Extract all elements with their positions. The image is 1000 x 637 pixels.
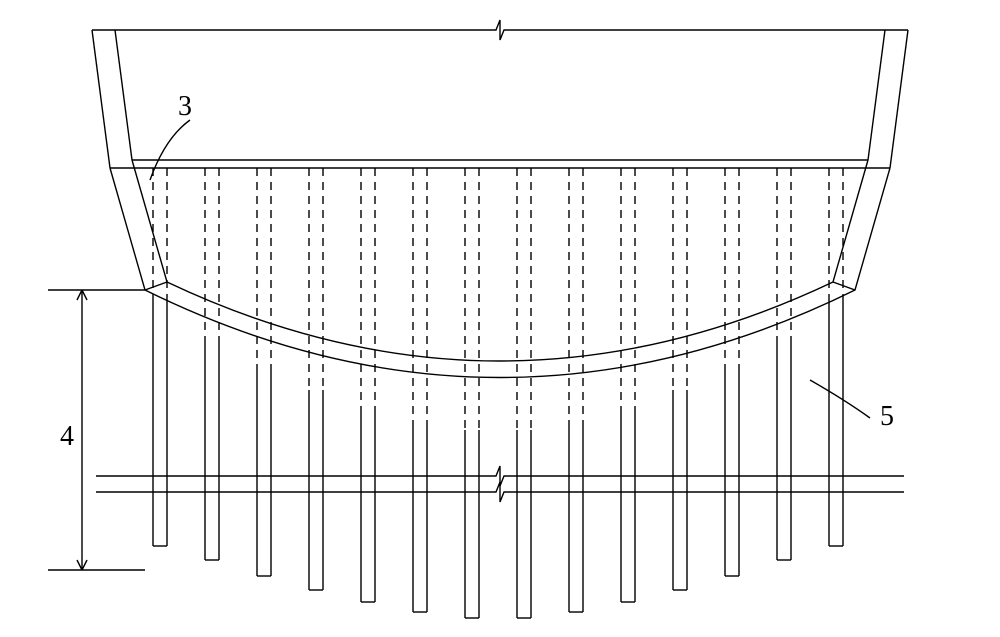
leader-5 — [810, 380, 870, 418]
hull-outer — [110, 168, 890, 378]
engineering-diagram: 3 4 5 — [0, 0, 1000, 637]
label-5: 5 — [880, 401, 894, 432]
top-line-break — [488, 20, 512, 40]
leader-3 — [150, 120, 190, 180]
label-3: 3 — [178, 91, 192, 122]
label-4: 4 — [60, 421, 74, 452]
